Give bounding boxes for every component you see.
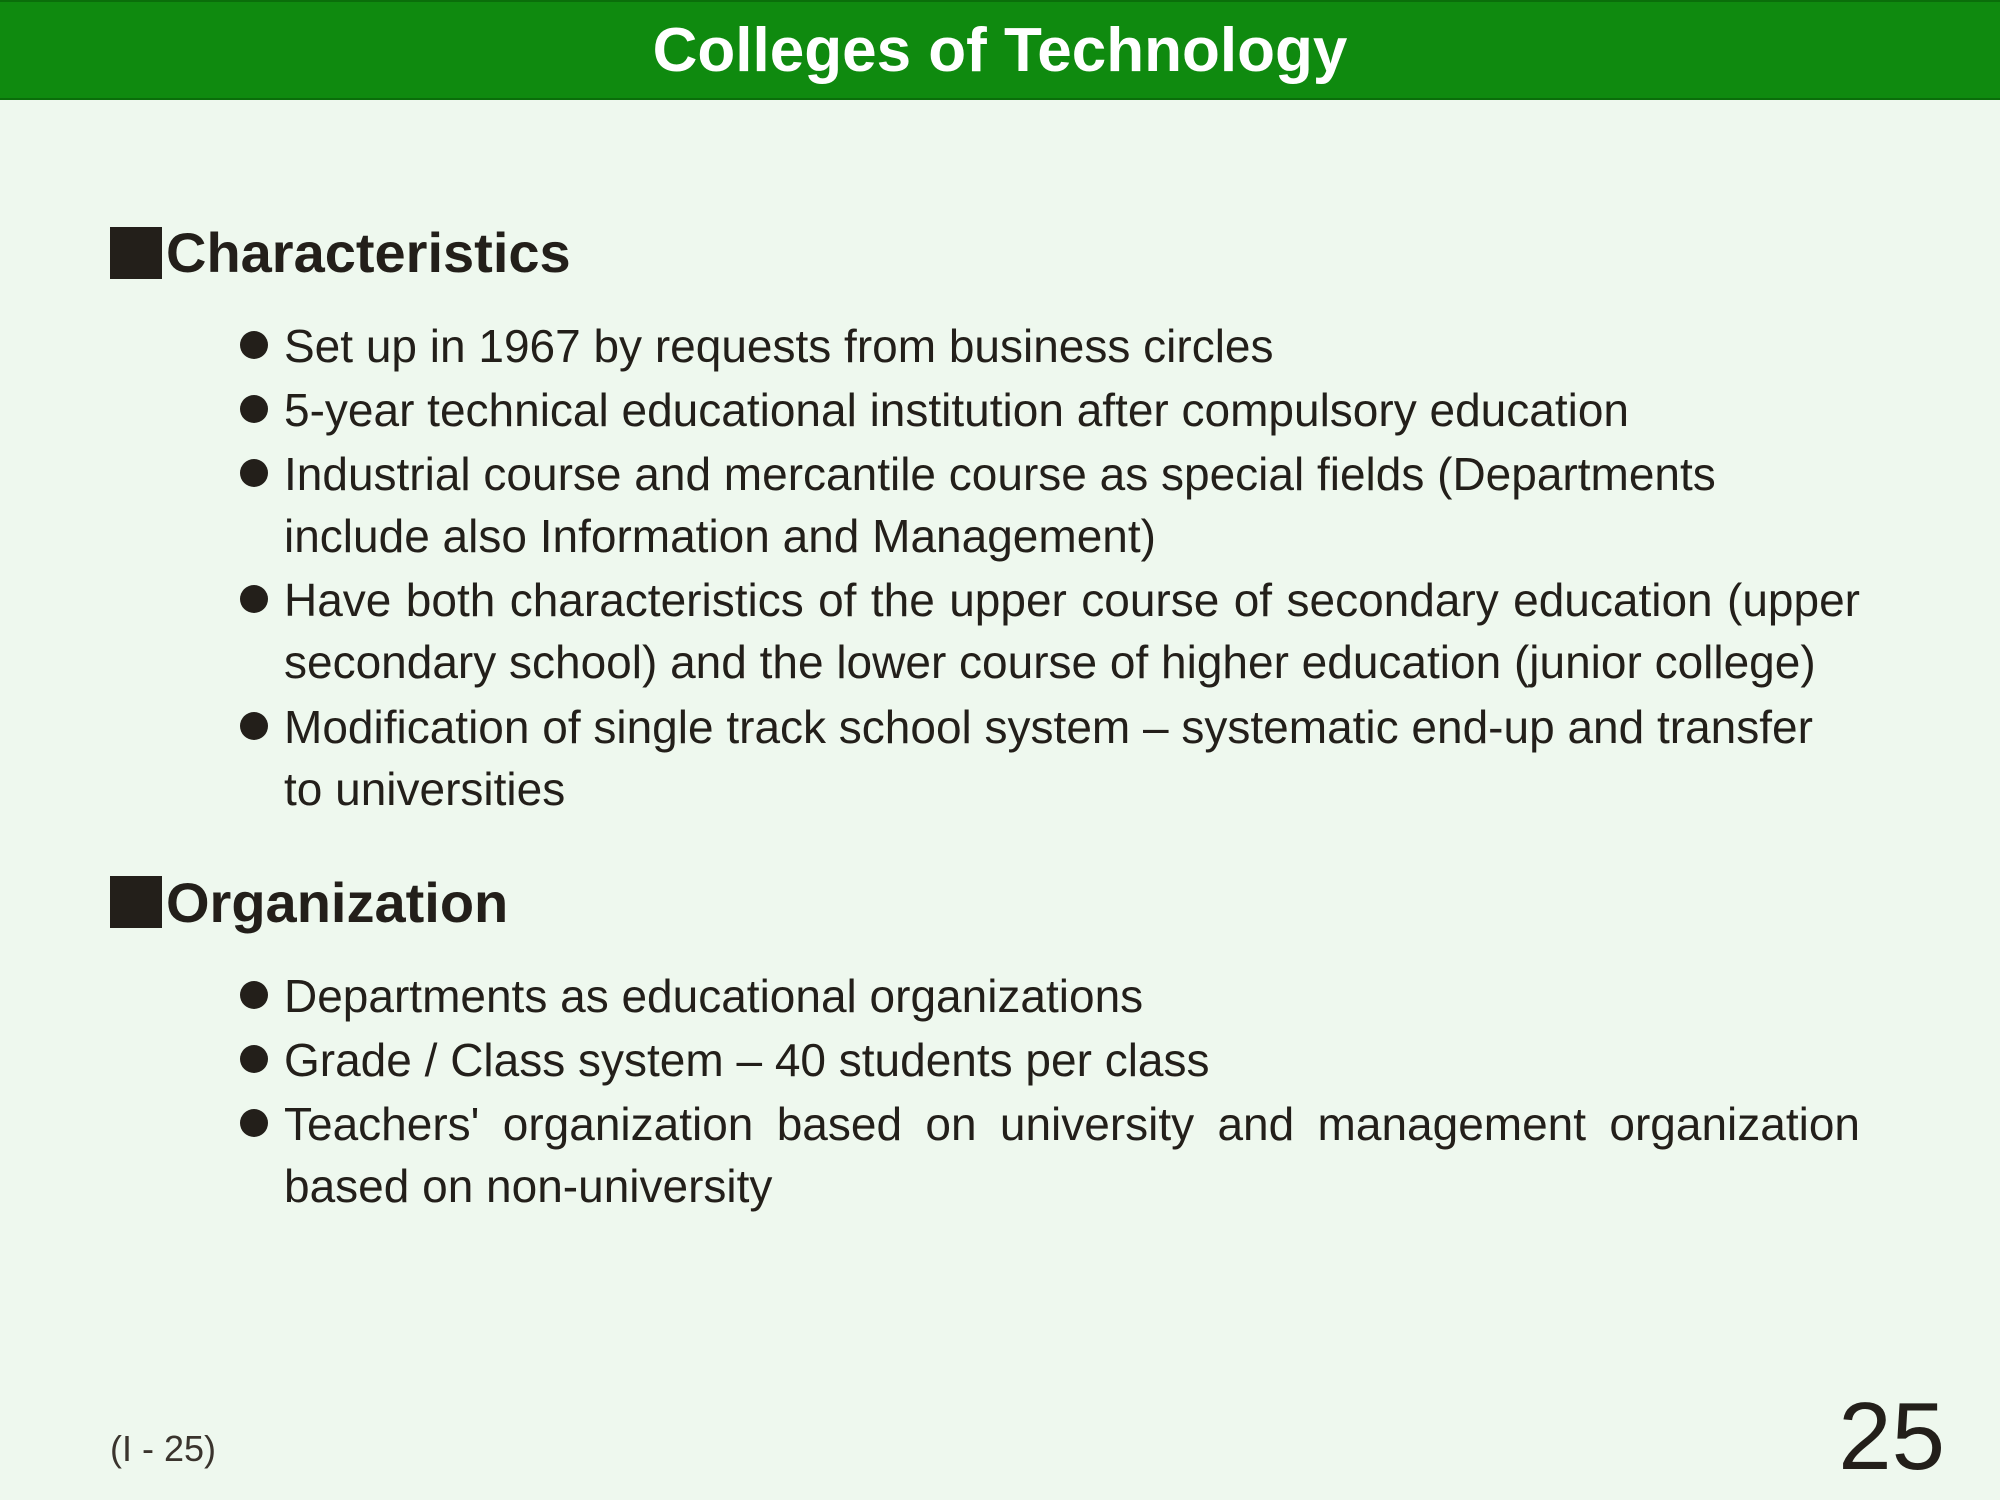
disc-bullet-icon bbox=[240, 459, 268, 487]
list-item-text: Modification of single track school syst… bbox=[284, 701, 1813, 815]
list-item: Set up in 1967 by requests from business… bbox=[240, 315, 1860, 377]
list-item-text: 5-year technical educational institution… bbox=[284, 384, 1629, 436]
list-item: Modification of single track school syst… bbox=[240, 696, 1860, 820]
list-item: Grade / Class system – 40 students per c… bbox=[240, 1029, 1860, 1091]
page-number: 25 bbox=[1838, 1382, 1945, 1492]
list-item-text: Have both characteristics of the upper c… bbox=[284, 574, 1860, 688]
slide-title: Colleges of Technology bbox=[653, 15, 1348, 86]
list-item: Teachers' organization based on universi… bbox=[240, 1093, 1860, 1217]
section-heading-label: Characteristics bbox=[166, 220, 571, 285]
slide-content: Characteristics Set up in 1967 by reques… bbox=[0, 100, 2000, 1217]
bullet-list-organization: Departments as educational organizations… bbox=[110, 965, 1890, 1217]
section-heading-organization: Organization bbox=[110, 870, 1890, 935]
disc-bullet-icon bbox=[240, 331, 268, 359]
section-heading-label: Organization bbox=[166, 870, 508, 935]
list-item-text: Set up in 1967 by requests from business… bbox=[284, 320, 1274, 372]
list-item: 5-year technical educational institution… bbox=[240, 379, 1860, 441]
list-item-text: Grade / Class system – 40 students per c… bbox=[284, 1034, 1210, 1086]
square-bullet-icon bbox=[110, 876, 162, 928]
square-bullet-icon bbox=[110, 227, 162, 279]
disc-bullet-icon bbox=[240, 981, 268, 1009]
title-bar: Colleges of Technology bbox=[0, 0, 2000, 100]
disc-bullet-icon bbox=[240, 1109, 268, 1137]
list-item: Departments as educational organizations bbox=[240, 965, 1860, 1027]
disc-bullet-icon bbox=[240, 1045, 268, 1073]
list-item-text: Industrial course and mercantile course … bbox=[284, 448, 1716, 562]
footer-reference: (I - 25) bbox=[110, 1428, 216, 1470]
disc-bullet-icon bbox=[240, 395, 268, 423]
disc-bullet-icon bbox=[240, 712, 268, 740]
list-item-text: Teachers' organization based on universi… bbox=[284, 1098, 1860, 1212]
list-item: Have both characteristics of the upper c… bbox=[240, 569, 1860, 693]
bullet-list-characteristics: Set up in 1967 by requests from business… bbox=[110, 315, 1890, 820]
disc-bullet-icon bbox=[240, 585, 268, 613]
list-item-text: Departments as educational organizations bbox=[284, 970, 1143, 1022]
section-heading-characteristics: Characteristics bbox=[110, 220, 1890, 285]
list-item: Industrial course and mercantile course … bbox=[240, 443, 1860, 567]
